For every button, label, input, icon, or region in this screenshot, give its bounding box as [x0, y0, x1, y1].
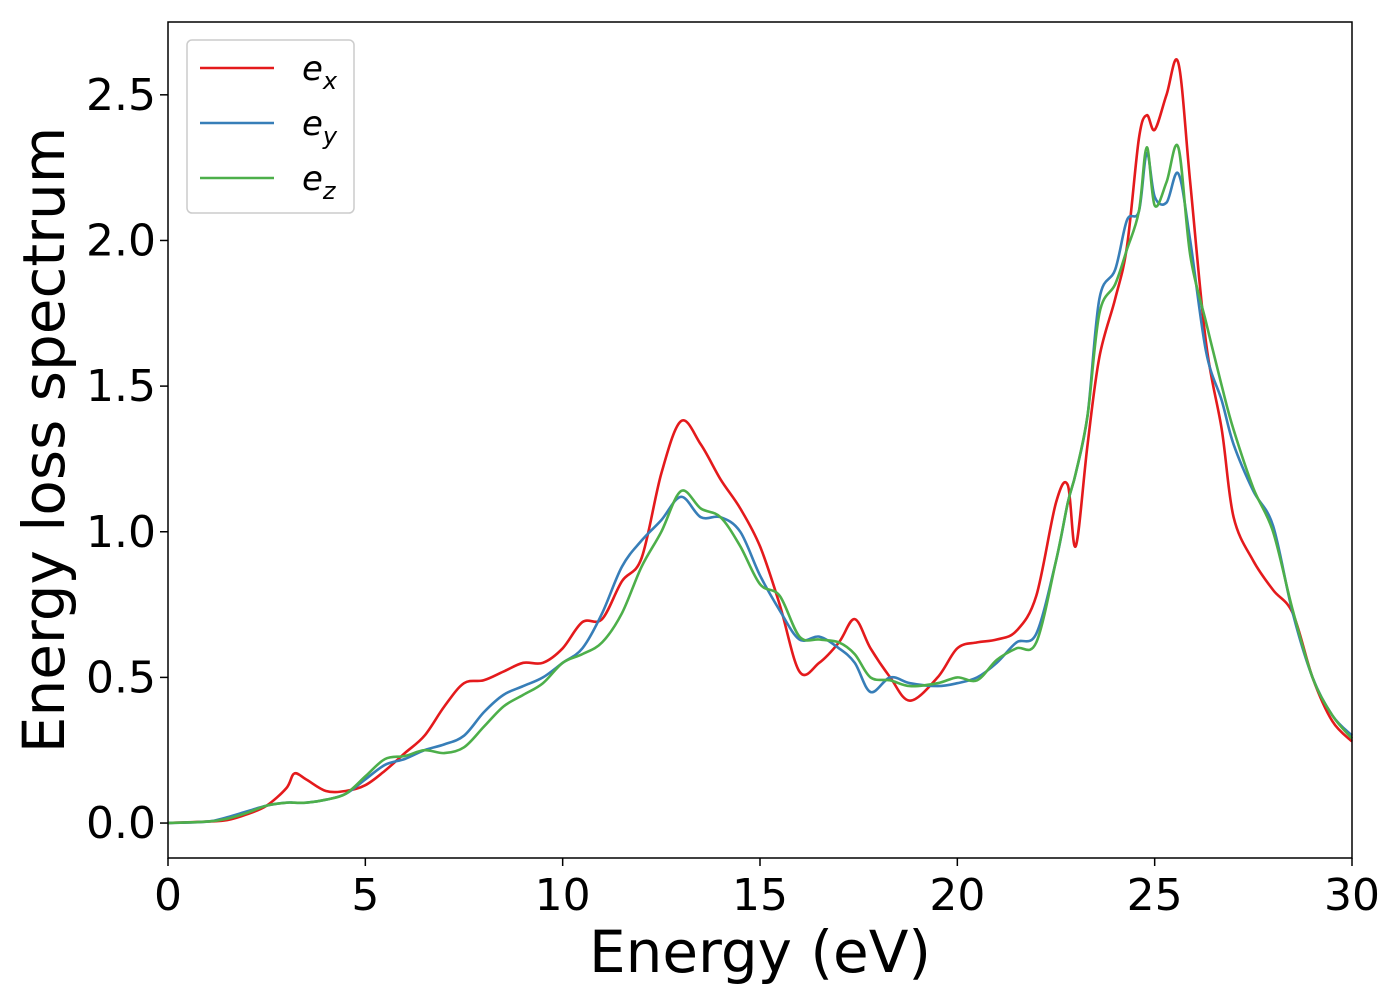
x-tick-label: 0: [154, 870, 182, 921]
legend-label-subscript: y: [322, 122, 338, 150]
legend-box: [186, 39, 355, 214]
ticks-layer: 0 5 10 15 20 25 30 0.0 0.5 1.0 1.5 2.0 2.5: [86, 70, 1380, 921]
legend-label-base: e: [302, 49, 323, 89]
y-tick-label: 0.5: [86, 652, 156, 703]
legend-label-subscript: z: [322, 177, 337, 205]
legend-label-subscript: x: [322, 67, 338, 95]
y-tick-label: 1.0: [86, 507, 156, 558]
legend-label-ex: ex: [302, 49, 338, 95]
y-tick-label: 1.5: [86, 361, 156, 412]
x-axis-label: Energy (eV): [589, 918, 931, 986]
x-tick-label: 10: [535, 870, 591, 921]
x-tick-label: 20: [929, 870, 985, 921]
x-tick-label: 15: [732, 870, 788, 921]
x-tick-label: 30: [1324, 870, 1380, 921]
legend-label-ey: ey: [302, 104, 338, 150]
x-tick-label: 5: [351, 870, 379, 921]
legend-label-base: e: [302, 159, 323, 199]
legend-label-ez: ez: [302, 159, 337, 205]
series-line-ey: [167, 151, 1353, 825]
y-axis-label: Energy loss spectrum: [10, 127, 78, 753]
x-tick-label: 25: [1127, 870, 1183, 921]
legend-label-base: e: [302, 104, 323, 144]
y-tick-label: 2.0: [86, 215, 156, 266]
y-tick-label: 0.0: [86, 798, 156, 849]
series-line-ez: [167, 143, 1353, 825]
y-tick-label: 2.5: [86, 70, 156, 121]
series-layer: [167, 58, 1353, 825]
